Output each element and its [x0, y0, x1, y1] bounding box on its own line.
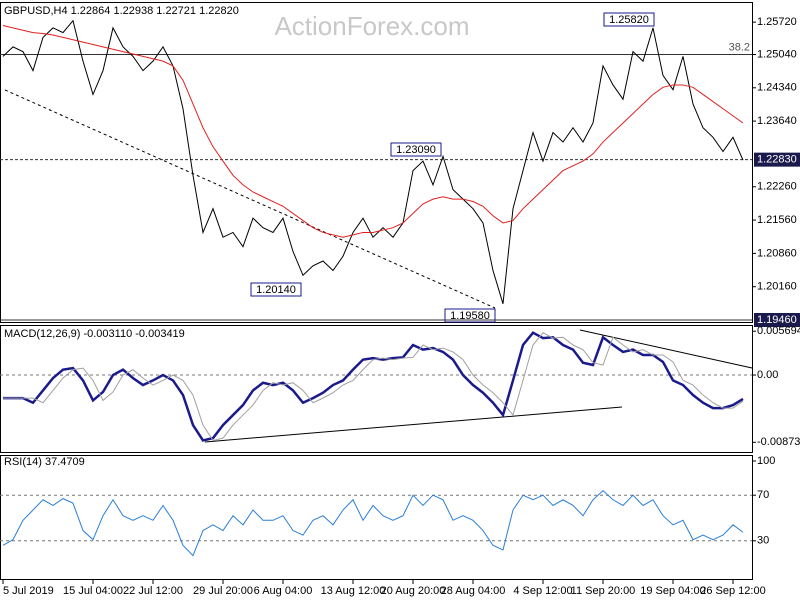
- annotation-box: [444, 308, 496, 323]
- level-label: 1.22830: [757, 154, 797, 166]
- y-tick-label: 1.21560: [757, 214, 797, 226]
- level-label: 1.19460: [757, 314, 797, 326]
- rsi-panel: [0, 455, 753, 580]
- x-tick-label: 22 Jul 12:00: [123, 585, 183, 597]
- y-tick-label: 1.20160: [757, 281, 797, 293]
- macd-panel: [0, 325, 753, 453]
- y-tick-label: 100: [757, 455, 775, 467]
- x-tick-label: 29 Jul 20:00: [193, 585, 253, 597]
- y-tick-label: 1.25040: [757, 48, 797, 60]
- annotation: 1.19580: [450, 310, 490, 322]
- panel-title: MACD(12,26,9) -0.003110 -0.003419: [4, 328, 185, 340]
- annotation-box: [250, 282, 302, 297]
- series-line: [2, 19, 744, 304]
- y-tick-label: 1.20860: [757, 247, 797, 259]
- series-line: [3, 332, 744, 442]
- x-tick-label: 26 Sep 12:00: [700, 585, 765, 597]
- annotation: 1.23090: [396, 144, 436, 156]
- panel-title: RSI(14) 37.4709: [4, 456, 85, 468]
- y-tick-label: 30: [757, 535, 769, 547]
- x-tick-label: 4 Sep 12:00: [513, 585, 572, 597]
- x-tick-label: 15 Jul 04:00: [63, 585, 123, 597]
- x-tick-label: 11 Sep 20:00: [571, 585, 636, 597]
- y-tick-label: 0.00: [757, 369, 778, 381]
- y-tick-label: 1.25720: [757, 16, 797, 28]
- watermark: ActionForex.com: [274, 11, 469, 41]
- y-tick-label: 1.24340: [757, 82, 797, 94]
- series-line: [3, 331, 744, 442]
- price-panel: [0, 2, 753, 323]
- x-tick-label: 19 Sep 04:00: [640, 585, 705, 597]
- annotation: 1.20140: [256, 284, 296, 296]
- y-tick-label: -0.008737: [757, 436, 800, 448]
- y-tick-label: 70: [757, 489, 769, 501]
- y-tick-label: 1.23640: [757, 115, 797, 127]
- y-tick-label: 0.005694: [757, 325, 800, 337]
- trend-line: [204, 406, 623, 443]
- series-line: [2, 24, 744, 238]
- y-tick-label: 1.22260: [757, 181, 797, 193]
- series-line: [2, 489, 744, 557]
- level-label-box: [754, 152, 800, 167]
- x-tick-label: 5 Jul 2019: [3, 585, 54, 597]
- annotations: 1.25820 1.23090 1.20140 1.19580: [250, 12, 655, 323]
- trend-line: [4, 89, 496, 309]
- trend-line: [579, 329, 753, 369]
- x-tick-label: 20 Aug 20:00: [381, 585, 446, 597]
- level-label-box: [754, 313, 800, 327]
- x-tick-label: 13 Aug 12:00: [321, 585, 386, 597]
- panel-title: GBPUSD,H4 1.22864 1.22938 1.22721 1.2282…: [4, 5, 239, 17]
- level-label: 38.2: [729, 41, 750, 53]
- annotation-box: [603, 12, 655, 27]
- annotation-box: [390, 142, 442, 157]
- annotation: 1.25820: [609, 14, 649, 26]
- x-tick-label: 28 Aug 04:00: [441, 585, 506, 597]
- x-tick-label: 6 Aug 04:00: [254, 585, 313, 597]
